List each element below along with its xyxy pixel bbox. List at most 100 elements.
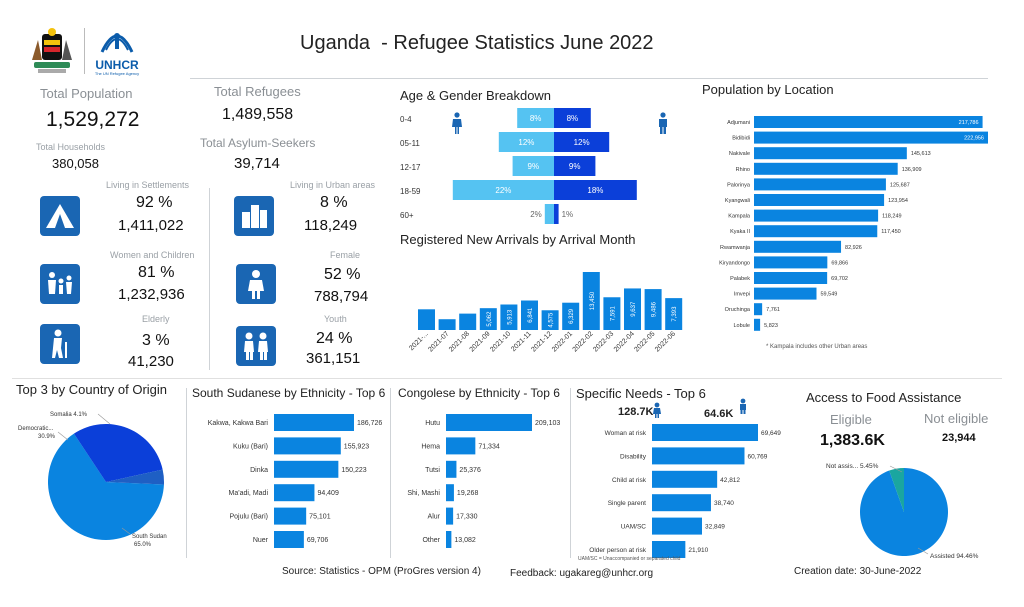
congo-ethnicity-title: Congolese by Ethnicity - Top 6 — [398, 386, 560, 400]
female-label: Female — [330, 250, 361, 260]
origin-slice — [73, 424, 163, 482]
needs-value-label: 42,812 — [720, 477, 740, 484]
location-bar — [754, 256, 828, 269]
youth-icon — [236, 326, 276, 366]
arrivals-month-label: 2022-04 — [613, 330, 636, 353]
age-male-label: 1% — [562, 210, 574, 219]
ss-category-label: Pojulu (Bari) — [229, 514, 268, 521]
location-label: Kyangwali — [725, 198, 750, 204]
uganda-coat-of-arms — [28, 26, 76, 76]
age-male-label: 12% — [574, 138, 590, 147]
footer-feedback[interactable]: Feedback: ugakareg@unhcr.org — [510, 568, 654, 579]
location-bar — [754, 178, 886, 191]
location-note: * Kampala includes other Urban areas — [766, 344, 868, 350]
congo-category-label: Alur — [428, 514, 441, 521]
total-households-value: 380,058 — [52, 156, 99, 171]
arrivals-bar — [418, 309, 435, 330]
congo-category-label: Hema — [421, 443, 440, 450]
congo-value-label: 13,082 — [454, 537, 476, 544]
origin-slice — [106, 469, 165, 485]
food-eligible-value: 1,383.6K — [820, 432, 885, 449]
arrivals-month-label: 2021-11 — [510, 330, 533, 353]
food-leader-line — [917, 547, 929, 555]
age-female-bar — [452, 180, 554, 200]
arrivals-month-label: 2021-09 — [469, 330, 492, 353]
arrivals-bar — [479, 308, 497, 330]
origin-label-drc: Democratic... — [18, 426, 54, 432]
location-value-label: 123,954 — [888, 198, 908, 204]
arrivals-month-label: 2022-01 — [551, 330, 574, 353]
location-label: Kampala — [728, 214, 751, 220]
ss-category-label: Ma'adi, Madi — [229, 490, 269, 497]
age-female-bar — [517, 108, 554, 128]
needs-category-label: Older person at risk — [589, 547, 646, 554]
origin-label-south-sudan: South Sudan — [132, 534, 167, 540]
location-label: Rhino — [736, 167, 750, 173]
women-children-pct: 81 % — [138, 264, 175, 281]
location-bar — [754, 194, 885, 206]
location-label: Rwamwanja — [720, 245, 751, 251]
youth-label: Youth — [324, 314, 347, 324]
food-not-eligible-value: 23,944 — [942, 432, 976, 444]
unhcr-logo: UNHCR The UN Refugee Agency — [90, 24, 144, 76]
arrivals-bar — [500, 304, 518, 330]
ss-bar — [274, 414, 354, 431]
age-male-bar — [554, 180, 637, 200]
family-icon — [40, 264, 80, 304]
arrivals-month-label: 2022-05 — [633, 330, 656, 353]
total-population-value: 1,529,272 — [46, 108, 140, 131]
age-male-head — [660, 112, 666, 118]
location-bar — [754, 272, 828, 284]
urban-pct: 8 % — [320, 194, 348, 211]
total-asylum-value: 39,714 — [234, 155, 280, 172]
needs-category-label: Child at risk — [612, 477, 647, 484]
location-value-label: 69,702 — [831, 276, 848, 282]
food-label-not-assisted: Not assis... 5.45% — [826, 463, 879, 470]
age-male-label: 9% — [569, 162, 581, 171]
age-female-label: 12% — [518, 138, 534, 147]
total-refugees-label: Total Refugees — [214, 84, 301, 99]
ss-value-label: 94,409 — [317, 490, 339, 497]
arrivals-value-label: 6,841 — [528, 307, 534, 323]
needs-value-label: 32,849 — [705, 524, 725, 531]
female-pct: 52 % — [324, 266, 361, 283]
total-asylum-label: Total Asylum-Seekers — [200, 136, 316, 150]
settlements-value: 1,411,022 — [118, 217, 184, 234]
congo-value-label: 209,103 — [535, 420, 560, 427]
arrivals-bar — [438, 319, 456, 330]
age-female-head — [454, 112, 460, 118]
needs-category-label: UAM/SC — [621, 524, 647, 531]
age-male-bar — [554, 156, 596, 176]
location-label: Bidibidi — [732, 136, 750, 142]
congo-bar — [446, 507, 454, 525]
age-female-leg — [457, 127, 459, 134]
needs-bar — [652, 447, 745, 465]
arrivals-value-label: 9,637 — [631, 301, 637, 317]
arrivals-title: Registered New Arrivals by Arrival Month — [400, 232, 636, 247]
ss-bar — [274, 531, 304, 548]
location-label: Imvepi — [734, 292, 750, 298]
location-title: Population by Location — [702, 82, 834, 97]
female-icon — [236, 264, 276, 304]
food-chart: Not assis... 5.45% Assisted 94.46% — [826, 463, 979, 560]
location-bar — [754, 147, 907, 160]
age-category-label: 05-11 — [400, 139, 420, 148]
age-female-bar — [512, 156, 554, 176]
women-children-label: Women and Children — [110, 250, 195, 260]
elderly-label: Elderly — [142, 314, 170, 324]
arrivals-bar — [582, 272, 600, 330]
needs-category-label: Single parent — [608, 500, 646, 507]
city-icon — [234, 196, 274, 236]
age-category-label: 18-59 — [400, 187, 421, 196]
age-female-label: 22% — [495, 186, 511, 195]
arrivals-value-label: 9,486 — [652, 301, 658, 317]
location-label: Palabek — [730, 276, 750, 282]
arrivals-month-label: 2021-08 — [448, 330, 471, 353]
location-bar — [754, 318, 761, 331]
location-bar — [754, 303, 763, 316]
needs-male-count: 64.6K — [704, 408, 734, 420]
congo-category-label: Tutsi — [425, 467, 440, 474]
specific-needs-chart: Woman at risk 69,649 Disability 60,769 Child… — [589, 424, 781, 558]
footer-creation: Creation date: 30-June-2022 — [794, 566, 922, 577]
needs-male-icon — [738, 398, 748, 419]
